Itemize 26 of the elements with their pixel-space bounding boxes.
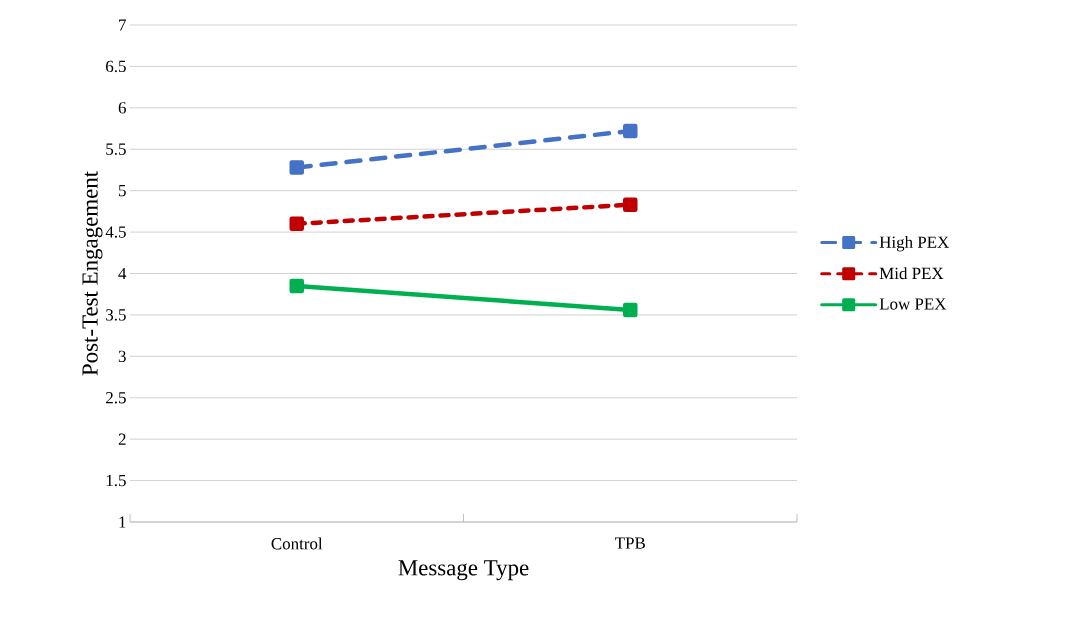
y-tick-label: 6.5 [106, 60, 126, 73]
y-tick-label: 4.5 [105, 226, 126, 238]
y-tick-label: 6 [118, 102, 126, 114]
legend-label: High PEX [879, 235, 949, 252]
y-tick-label: 1 [119, 516, 126, 528]
y-tick-label: 5.5 [106, 143, 126, 155]
x-tick-label: Control [271, 537, 323, 550]
point [623, 302, 638, 318]
y-tick-label: 5 [119, 185, 126, 197]
y-tick-label: 2.5 [106, 392, 126, 404]
legend-label: Mid PEX [879, 267, 944, 280]
y-tick-label: 3.5 [106, 309, 126, 321]
legend-label: Low PEX [879, 298, 947, 310]
y-tick-label: 7 [119, 19, 126, 31]
y-tick-label: 2 [118, 433, 126, 445]
point [289, 278, 304, 294]
y-tick-label: 4 [118, 267, 127, 280]
point [623, 123, 638, 139]
x-axis-title: Message Type [398, 560, 529, 581]
point [289, 160, 304, 175]
y-axis-title: Post-Test Engagement [82, 171, 103, 376]
x-tick-label: TPB [615, 537, 645, 549]
point [289, 216, 304, 232]
point [623, 197, 638, 212]
y-tick-label: 1.5 [106, 474, 126, 487]
y-tick-label: 3 [118, 350, 126, 363]
